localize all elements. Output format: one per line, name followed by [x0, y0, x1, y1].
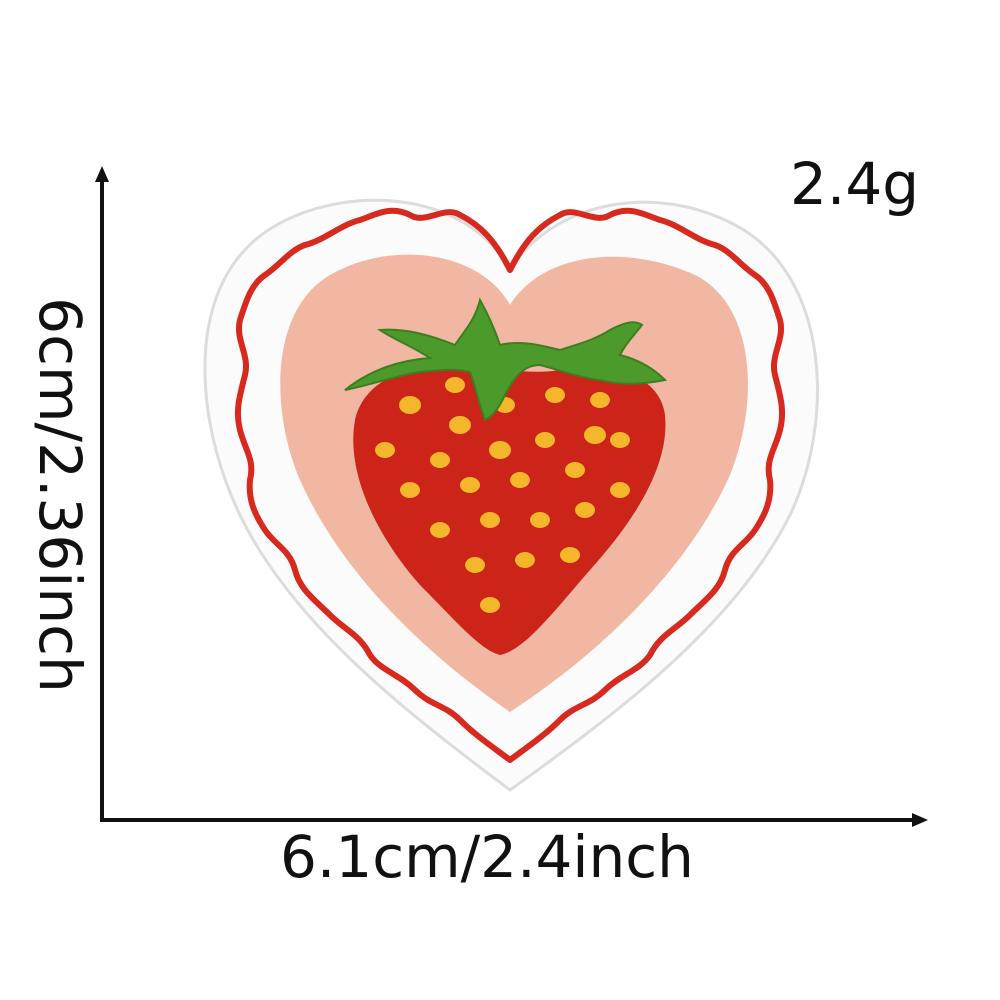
height-dimension-label: 6cm/2.36inch — [26, 297, 94, 693]
horizontal-axis-arrowhead — [912, 813, 928, 827]
width-dimension-label: 6.1cm/2.4inch — [280, 823, 694, 891]
vertical-axis-arrowhead — [95, 166, 109, 182]
weight-label: 2.4g — [790, 150, 920, 218]
strawberry-seeds — [375, 377, 630, 613]
ruffle-red-edge — [234, 207, 786, 763]
strawberry-leaves — [344, 297, 668, 422]
